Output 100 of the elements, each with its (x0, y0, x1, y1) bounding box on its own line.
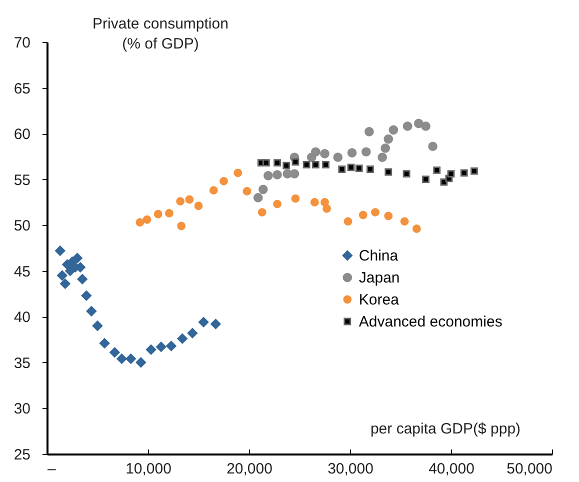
point (220, 176, 228, 186)
point (177, 334, 188, 344)
point (136, 357, 146, 368)
point (272, 170, 282, 180)
point (110, 347, 120, 358)
y-tick-label: 50 (14, 218, 30, 235)
point (433, 166, 441, 174)
legend-label: Japan (358, 270, 400, 286)
point (176, 197, 185, 206)
point (320, 198, 329, 206)
y-tick-label: 60 (14, 126, 30, 144)
x-tick-label: 40,000 (428, 460, 474, 478)
x-tick-label: 30,000 (328, 460, 374, 478)
point (312, 160, 320, 168)
point (146, 344, 156, 355)
point (470, 167, 478, 175)
point (242, 187, 252, 196)
x-tick-label: 50,000 (506, 460, 552, 478)
point (194, 202, 203, 210)
point (72, 252, 82, 264)
point (99, 338, 110, 348)
point (77, 274, 88, 284)
point (258, 208, 266, 217)
point (57, 270, 68, 281)
point (347, 148, 357, 158)
point (264, 171, 273, 180)
point (136, 218, 144, 227)
point (320, 149, 330, 158)
point (364, 127, 374, 136)
point (274, 159, 281, 167)
point (322, 204, 331, 213)
point (384, 134, 394, 144)
point (460, 169, 468, 177)
point (421, 122, 430, 131)
point (273, 200, 282, 208)
point (400, 217, 409, 226)
point (154, 210, 162, 218)
point (156, 342, 166, 352)
point (292, 158, 300, 166)
legend-label: China (358, 248, 399, 264)
y-tick-label: 45 (14, 263, 30, 280)
point (55, 246, 66, 256)
point (86, 306, 97, 316)
y-tick-label: 55 (14, 172, 30, 189)
point (253, 192, 263, 202)
point (358, 210, 368, 220)
legend-label: Advanced economies (358, 314, 502, 330)
x-tick-label: – (48, 460, 56, 478)
point (414, 118, 424, 128)
point (422, 176, 430, 184)
point (384, 212, 393, 220)
point (333, 152, 343, 162)
point (402, 122, 412, 131)
point (282, 162, 290, 170)
point (290, 169, 300, 179)
point (198, 317, 209, 328)
point (210, 318, 221, 330)
point (65, 266, 76, 276)
point (447, 170, 455, 178)
point (92, 320, 103, 331)
point (366, 166, 374, 173)
point (402, 170, 410, 178)
y-tick-label: 25 (14, 446, 30, 464)
point (310, 198, 319, 206)
point (361, 147, 371, 157)
point (378, 152, 387, 162)
y-tick-label: 30 (14, 400, 30, 418)
legend-label: Korea (358, 292, 400, 308)
point (384, 168, 392, 176)
x-tick-label: 10,000 (126, 460, 172, 478)
point (291, 194, 300, 203)
point (60, 278, 70, 289)
point (209, 186, 218, 195)
point (142, 215, 152, 224)
point (166, 340, 176, 352)
y-tick-label: 65 (14, 80, 30, 98)
point (388, 125, 398, 135)
point (347, 164, 355, 172)
y-axis-title: Private consumption (% of GDP) (92, 16, 228, 52)
y-tick-label: 40 (14, 309, 30, 326)
y-tick-label: 35 (14, 354, 30, 372)
point (262, 159, 270, 167)
point (258, 184, 268, 194)
point (116, 354, 127, 364)
point (177, 222, 186, 230)
point (187, 328, 198, 338)
point (302, 160, 310, 168)
point (428, 142, 438, 152)
point (81, 290, 92, 301)
point (126, 354, 136, 364)
point (310, 147, 320, 157)
point (322, 160, 330, 168)
x-tick-label: 20,000 (226, 460, 272, 478)
point (185, 195, 194, 204)
y-tick-label: 70 (14, 34, 30, 52)
point (380, 144, 390, 153)
point (234, 168, 242, 178)
point (164, 208, 174, 218)
point (338, 166, 346, 173)
point (344, 217, 352, 226)
